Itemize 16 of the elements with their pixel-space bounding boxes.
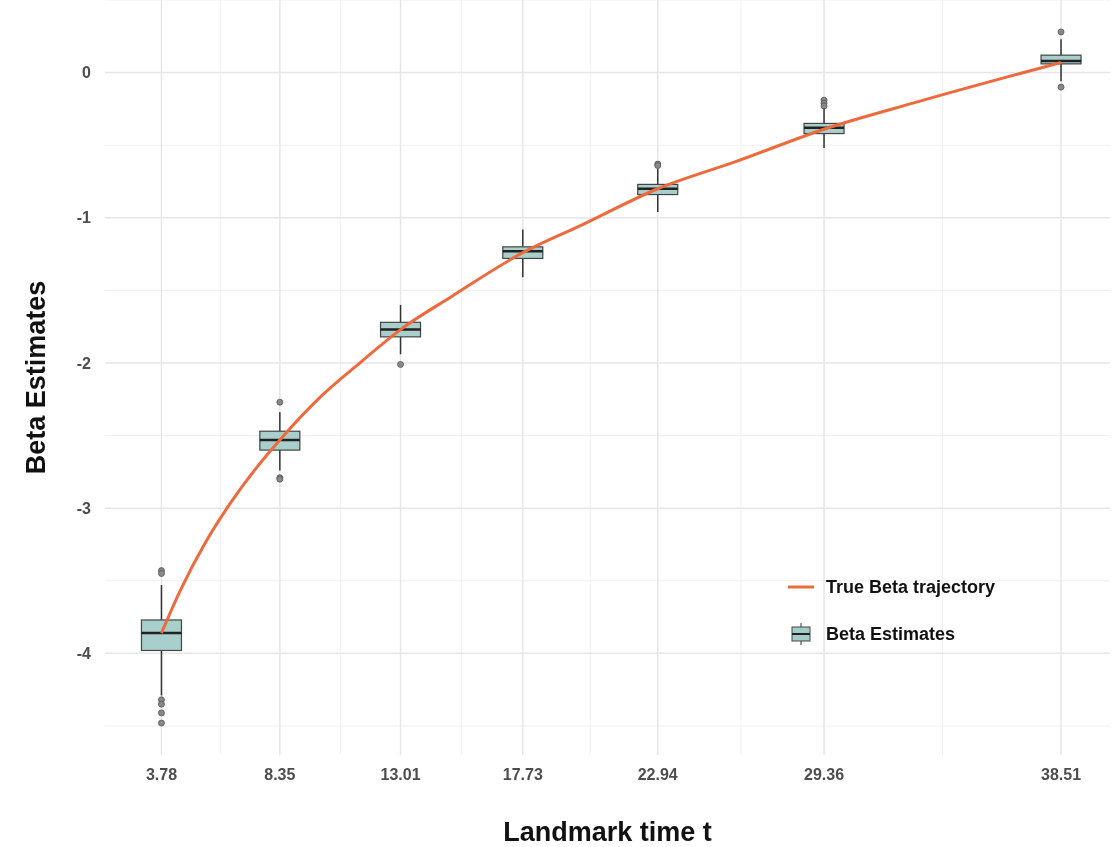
y-tick-label: 0 (82, 64, 92, 82)
legend-label: True Beta trajectory (826, 577, 996, 598)
x-tick-label: 17.73 (502, 766, 543, 783)
x-axis-title: Landmark time t (503, 817, 712, 847)
y-tick-label: -3 (76, 499, 92, 517)
x-tick-label: 3.78 (145, 766, 178, 783)
x-tick-label: 22.94 (637, 766, 678, 783)
y-axis-title: Beta Estimates (21, 280, 51, 475)
x-tick-label: 29.36 (804, 766, 845, 783)
y-tick-label: -4 (76, 644, 92, 662)
x-tick-label: 38.51 (1041, 766, 1082, 783)
legend-label: Beta Estimates (826, 624, 956, 645)
y-tick-label: -1 (76, 209, 92, 227)
y-tick-label: -2 (76, 354, 92, 372)
x-tick-label: 13.01 (380, 766, 421, 783)
x-tick-label: 8.35 (264, 766, 296, 783)
